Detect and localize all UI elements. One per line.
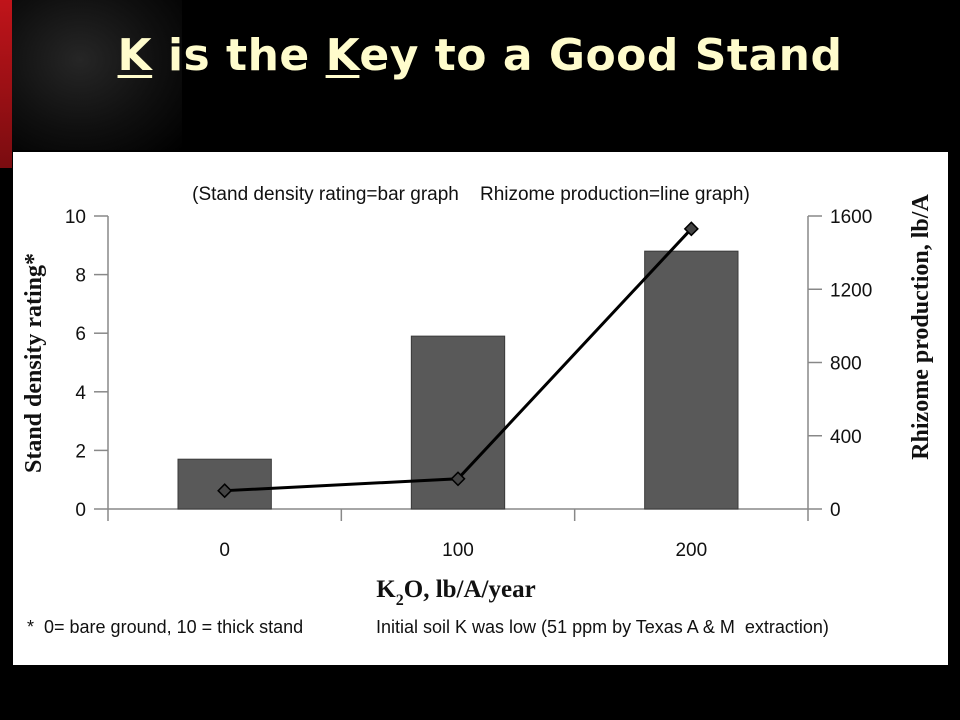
decorative-background-image <box>12 0 182 150</box>
x-tick-label: 100 <box>442 540 474 561</box>
rhizome-point <box>683 221 699 237</box>
y-tick-label-left: 6 <box>75 324 86 345</box>
y-tick-label-left: 10 <box>65 207 86 228</box>
title-part-k1: K <box>117 30 153 81</box>
y-tick-label-right: 1200 <box>830 280 872 301</box>
y-axis-label-right: Rhizome production, lb/A <box>908 194 934 460</box>
x-axis-label-subscript: 2 <box>396 592 404 609</box>
x-axis-label-main: K <box>376 576 396 603</box>
x-tick-label: 200 <box>675 540 707 561</box>
y-tick-label-right: 0 <box>830 500 841 521</box>
y-tick-label-left: 2 <box>75 441 86 462</box>
x-axis-label: K2O, lb/A/year <box>376 576 535 609</box>
chart: (Stand density rating=bar graph Rhizome … <box>21 184 934 637</box>
chart-subtitle: (Stand density rating=bar graph Rhizome … <box>192 184 750 205</box>
y-axis-label-left: Stand density rating* <box>21 253 47 473</box>
y-tick-label-left: 4 <box>75 383 86 404</box>
footnote-left: * 0= bare ground, 10 = thick stand <box>27 617 303 637</box>
y-tick-label-left: 0 <box>75 500 86 521</box>
y-tick-label-right: 1600 <box>830 207 872 228</box>
title-part-2: is the <box>152 30 326 81</box>
chart-panel: (Stand density rating=bar graph Rhizome … <box>13 152 948 665</box>
y-tick-label-right: 800 <box>830 354 862 375</box>
y-tick-label-left: 8 <box>75 266 86 287</box>
rhizome-point <box>450 471 466 487</box>
y-tick-label-right: 400 <box>830 427 862 448</box>
title-part-k2: K <box>325 30 360 81</box>
x-axis-label-rest: O, lb/A/year <box>404 576 536 603</box>
slide-title: K is the Key to a Good Stand <box>0 30 960 81</box>
title-part-4: ey to a Good Stand <box>359 30 843 81</box>
footnote-right: Initial soil K was low (51 ppm by Texas … <box>376 617 829 637</box>
rhizome-line <box>217 221 699 499</box>
x-tick-label: 0 <box>219 540 230 561</box>
rhizome-point <box>217 483 233 499</box>
decorative-red-strip <box>0 0 12 168</box>
bars <box>177 250 739 510</box>
density-bar <box>644 250 739 510</box>
